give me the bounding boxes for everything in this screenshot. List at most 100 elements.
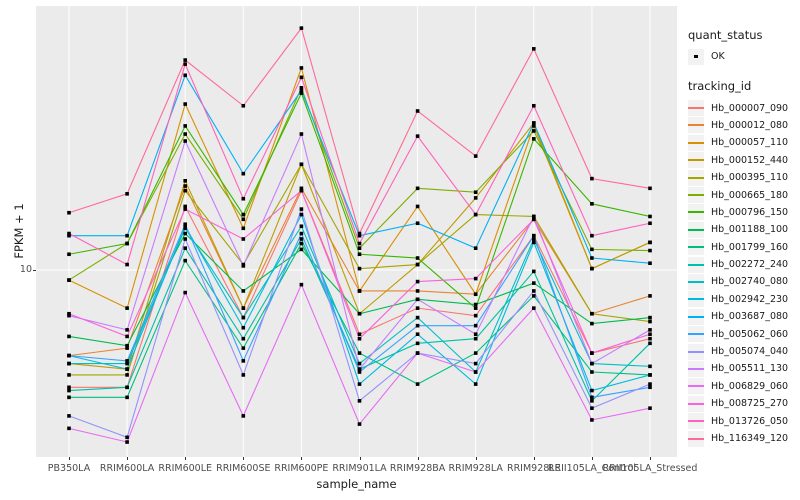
data-point [241,217,246,222]
data-point [183,226,187,231]
legend-title-quant-status: quant_status [688,28,763,42]
data-point [590,233,594,238]
legend-key-box [688,169,704,186]
color-line-icon [688,194,704,197]
data-point [415,289,420,293]
data-point [415,323,420,328]
legend-key-box [688,48,704,65]
data-point [473,302,478,307]
data-point [648,373,652,377]
data-point [183,290,187,295]
data-point [415,332,420,337]
color-line-icon [688,211,704,214]
data-point [67,353,71,358]
legend-item-label: Hb_006829_060 [711,380,789,392]
data-point [473,351,478,355]
legend-item-label: OK [711,51,725,63]
legend-item-label: Hb_000152_440 [711,154,789,166]
data-point [299,237,304,241]
legend-item-Hb_003687_080: Hb_003687_080 [688,308,800,325]
data-point [125,359,129,363]
data-point [532,217,536,222]
data-point [183,237,187,241]
data-point [183,73,187,78]
legend-item-Hb_005511_130: Hb_005511_130 [688,360,800,377]
legend-item-Hb_000665_180: Hb_000665_180 [688,186,800,204]
data-point [183,132,187,136]
data-point [415,297,420,302]
data-point [415,134,420,138]
data-point [532,137,536,141]
data-point [67,252,71,257]
data-point [473,306,478,310]
color-line-icon [688,246,704,249]
data-point [299,212,304,217]
color-line-icon [688,385,704,388]
data-point [590,266,594,271]
data-point [67,210,71,215]
legend-key-box [688,152,704,169]
data-point [648,341,652,346]
data-point [532,289,536,293]
data-point [299,188,304,193]
data-point [532,269,536,274]
data-point [125,361,129,366]
legend-key-box [688,204,704,221]
data-point [648,214,652,219]
data-point [299,282,304,287]
data-point [590,395,594,400]
legend-item-Hb_000152_440: Hb_000152_440 [688,152,800,169]
x-tick-mark [243,457,245,460]
data-point [183,178,187,183]
data-point [532,129,536,133]
legend: quant_status OK tracking_id Hb_000007_09… [688,28,800,447]
data-point [590,370,594,374]
data-point [415,204,420,209]
legend-item-Hb_005062_060: Hb_005062_060 [688,325,800,343]
data-point [473,336,478,341]
data-point [590,399,594,403]
x-tick-label: RRIM928BA [389,463,446,474]
legend-key-box [688,430,704,447]
data-point [473,370,478,374]
data-point [648,382,652,386]
data-point [648,336,652,341]
data-point [67,385,71,390]
data-point [590,256,594,260]
data-point [473,313,478,318]
data-point [299,207,304,211]
data-point [299,247,304,252]
data-point [241,325,246,330]
x-tick-label: RRIM928LA [448,463,503,474]
color-line-icon [688,159,704,162]
data-point [67,388,71,393]
data-point [473,361,478,366]
data-point [67,231,71,236]
legend-item-label: Hb_002942_230 [711,293,789,305]
data-point [357,336,362,341]
data-point [473,332,478,337]
data-point [532,233,536,238]
data-point [241,212,246,217]
legend-item-label: Hb_002272_240 [711,259,789,271]
data-point [183,184,187,188]
legend-key-box [688,100,704,117]
data-point [125,440,129,444]
legend-item-Hb_116349_120: Hb_116349_120 [688,430,800,447]
data-point [67,278,71,282]
data-point [357,233,362,238]
data-point [590,176,594,181]
legend-key-box [688,360,704,377]
data-point [125,395,129,400]
data-point [183,231,187,236]
legend-key-box [688,395,704,412]
data-point [590,418,594,422]
legend-item-label: Hb_116349_120 [711,433,789,444]
data-point [590,311,594,316]
data-point [67,334,71,339]
legend-item-label: Hb_000012_080 [711,119,789,131]
legend-item-label: Hb_002740_080 [711,276,789,288]
legend-item-label: Hb_000796_150 [711,206,789,218]
y-tick-label: 10 [19,264,32,275]
legend-item-label: Hb_001799_160 [711,241,789,253]
